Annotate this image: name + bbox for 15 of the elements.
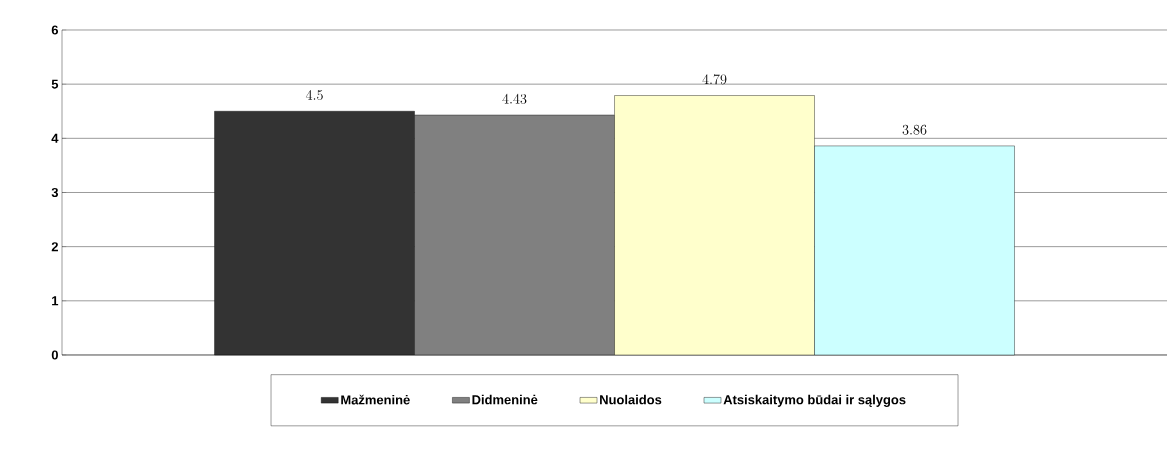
legend-label: Mažmeninė (341, 394, 410, 405)
y-tick-label: 2 (51, 242, 58, 252)
y-tick-label: 4 (51, 133, 59, 143)
legend-label: Nuolaidos (600, 394, 662, 405)
data-label: 4.79 (702, 74, 727, 85)
y-tick-label: 0 (51, 350, 58, 360)
y-tick-label: 6 (51, 25, 59, 35)
y-tick-label: 1 (52, 296, 59, 306)
y-tick-label: 5 (51, 79, 59, 89)
data-label: 4.5 (305, 90, 323, 101)
y-tick-label: 3 (51, 187, 59, 198)
legend-label: Atsiskaitymo būdai ir sąlygos (723, 394, 906, 407)
legend-label: Didmeninė (472, 394, 538, 405)
data-label: 4.43 (502, 93, 527, 104)
data-label: 3.86 (902, 124, 927, 135)
